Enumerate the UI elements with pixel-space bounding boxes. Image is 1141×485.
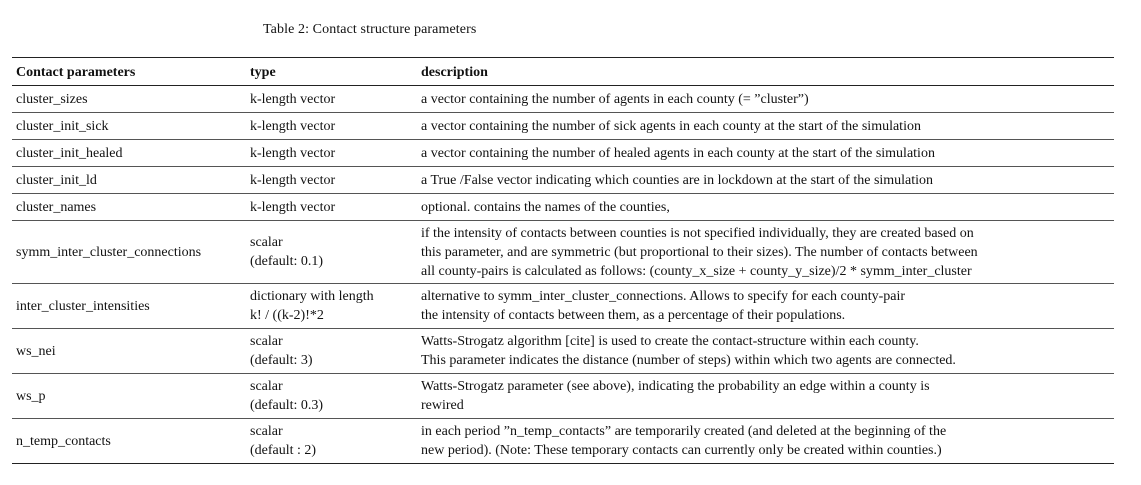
table-row: ws_p scalar (default: 0.3) Watts-Strogat… xyxy=(12,373,1114,419)
param-type: k-length vector xyxy=(246,166,417,194)
table-row: inter_cluster_intensities dictionary wit… xyxy=(12,283,1114,329)
description-line: alternative to symm_inter_cluster_connec… xyxy=(421,289,906,304)
param-description: alternative to symm_inter_cluster_connec… xyxy=(417,283,1114,329)
param-description: if the intensity of contacts between cou… xyxy=(417,220,1114,284)
param-name: n_temp_contacts xyxy=(12,418,246,464)
table-row: n_temp_contacts scalar (default : 2) in … xyxy=(12,418,1114,464)
param-description: a vector containing the number of agents… xyxy=(417,85,1114,113)
description-line: Watts-Strogatz parameter (see above), in… xyxy=(421,379,930,394)
type-line: dictionary with length xyxy=(250,289,374,304)
type-line: k-length vector xyxy=(250,118,336,134)
table-header-row: Contact parameters type description xyxy=(12,57,1114,86)
type-line: scalar xyxy=(250,235,283,250)
param-name: cluster_init_ld xyxy=(12,166,246,194)
description-line: rewired xyxy=(421,398,464,413)
header-contact-parameters: Contact parameters xyxy=(12,57,246,86)
param-name: cluster_init_sick xyxy=(12,112,246,140)
description-line: a vector containing the number of agents… xyxy=(421,91,809,107)
param-type: dictionary with length k! / ((k-2)!*2 xyxy=(246,283,417,329)
description-line: the intensity of contacts between them, … xyxy=(421,308,846,323)
param-name: ws_p xyxy=(12,373,246,419)
table-row: cluster_init_healed k-length vector a ve… xyxy=(12,139,1114,167)
table-caption: Table 2: Contact structure parameters xyxy=(263,22,477,37)
param-description: a vector containing the number of sick a… xyxy=(417,112,1114,140)
param-description: a vector containing the number of healed… xyxy=(417,139,1114,167)
param-type: k-length vector xyxy=(246,193,417,221)
contact-parameters-table: Contact parameters type description clus… xyxy=(12,57,1114,464)
type-line: scalar xyxy=(250,334,283,349)
param-name: ws_nei xyxy=(12,328,246,374)
param-name: inter_cluster_intensities xyxy=(12,283,246,329)
param-name: cluster_init_healed xyxy=(12,139,246,167)
param-description: a True /False vector indicating which co… xyxy=(417,166,1114,194)
type-line: k-length vector xyxy=(250,145,336,161)
type-line: k-length vector xyxy=(250,91,336,107)
description-line: optional. contains the names of the coun… xyxy=(421,199,670,215)
param-type: scalar (default: 3) xyxy=(246,328,417,374)
param-description: optional. contains the names of the coun… xyxy=(417,193,1114,221)
param-type: scalar (default : 2) xyxy=(246,418,417,464)
param-name: cluster_names xyxy=(12,193,246,221)
description-line: a vector containing the number of healed… xyxy=(421,145,935,161)
description-line: This parameter indicates the distance (n… xyxy=(421,353,956,368)
description-line: if the intensity of contacts between cou… xyxy=(421,225,974,241)
type-line: scalar xyxy=(250,379,283,394)
type-line: scalar xyxy=(250,424,283,439)
param-description: Watts-Strogatz algorithm [cite] is used … xyxy=(417,328,1114,374)
table-row: cluster_init_sick k-length vector a vect… xyxy=(12,112,1114,140)
param-type: scalar (default: 0.3) xyxy=(246,373,417,419)
description-line: in each period ”n_temp_contacts” are tem… xyxy=(421,424,947,439)
type-line: k-length vector xyxy=(250,199,336,215)
header-type: type xyxy=(246,57,417,86)
table-row: ws_nei scalar (default: 3) Watts-Strogat… xyxy=(12,328,1114,374)
description-line: this parameter, and are symmetric (but p… xyxy=(421,244,978,260)
table-row: cluster_names k-length vector optional. … xyxy=(12,193,1114,221)
type-default-line: (default: 0.1) xyxy=(250,254,324,269)
param-type: k-length vector xyxy=(246,112,417,140)
table-row: symm_inter_cluster_connections scalar (d… xyxy=(12,220,1114,284)
description-line: all county-pairs is calculated as follow… xyxy=(421,263,972,279)
description-line: a True /False vector indicating which co… xyxy=(421,172,934,188)
type-default-line: (default : 2) xyxy=(250,443,317,458)
description-line: a vector containing the number of sick a… xyxy=(421,118,921,134)
param-type: k-length vector xyxy=(246,85,417,113)
header-description: description xyxy=(417,57,1114,86)
param-type: scalar (default: 0.1) xyxy=(246,220,417,284)
table-row: cluster_sizes k-length vector a vector c… xyxy=(12,85,1114,113)
table-row: cluster_init_ld k-length vector a True /… xyxy=(12,166,1114,194)
type-line: k-length vector xyxy=(250,172,336,188)
type-default-line: (default: 3) xyxy=(250,353,313,368)
param-description: in each period ”n_temp_contacts” are tem… xyxy=(417,418,1114,464)
param-name: symm_inter_cluster_connections xyxy=(12,220,246,284)
param-description: Watts-Strogatz parameter (see above), in… xyxy=(417,373,1114,419)
type-default-line: k! / ((k-2)!*2 xyxy=(250,308,324,323)
param-type: k-length vector xyxy=(246,139,417,167)
param-name: cluster_sizes xyxy=(12,85,246,113)
description-line: new period). (Note: These temporary cont… xyxy=(421,443,942,458)
type-default-line: (default: 0.3) xyxy=(250,398,324,413)
description-line: Watts-Strogatz algorithm [cite] is used … xyxy=(421,334,919,349)
